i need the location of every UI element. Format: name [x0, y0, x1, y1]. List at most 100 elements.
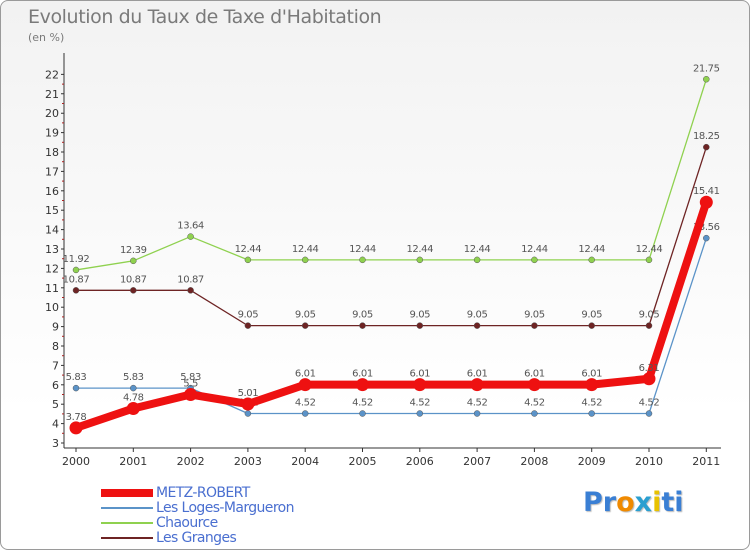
- chart-title: Evolution du Taux de Taxe d'Habitation: [28, 6, 382, 28]
- data-point-les-granges: [130, 287, 137, 294]
- data-label-metz-robert: 6.31: [639, 363, 660, 374]
- data-label-les-loges-margueron: 5.83: [66, 372, 87, 383]
- data-point-chaource: [588, 256, 595, 264]
- series-line-les-loges-margueron: [75, 237, 707, 415]
- data-label-les-granges: 9.05: [524, 310, 545, 321]
- data-label-les-loges-margueron: 5.83: [123, 372, 144, 383]
- data-label-metz-robert: 5.5: [183, 379, 198, 390]
- x-tick-label: 2010: [635, 455, 663, 468]
- unit-label: (en %): [28, 31, 65, 44]
- y-tick-label: 18: [45, 146, 59, 159]
- data-label-les-granges: 9.05: [467, 310, 488, 321]
- data-label-les-granges: 10.87: [177, 274, 204, 285]
- x-tick-label: 2003: [234, 455, 262, 468]
- data-label-les-granges: 9.05: [238, 310, 259, 321]
- data-point-metz-robert: [699, 195, 713, 209]
- data-label-chaource: 12.44: [578, 244, 605, 255]
- y-tick-label: 3: [52, 437, 59, 450]
- data-point-chaource: [301, 256, 309, 264]
- legend-swatch: [101, 489, 153, 497]
- series-line-metz-robert: [72, 198, 711, 432]
- y-tick-label: 21: [45, 88, 59, 101]
- y-tick-label: 5: [52, 398, 59, 411]
- y-tick-label: 17: [45, 165, 59, 178]
- y-tick-label: 22: [45, 68, 59, 81]
- x-tick-label: 2006: [406, 455, 434, 468]
- data-point-les-loges-margueron: [588, 410, 595, 417]
- y-tick-label: 4: [52, 418, 59, 431]
- data-point-les-granges: [187, 287, 194, 294]
- x-tick-label: 2011: [692, 455, 720, 468]
- legend-swatch: [101, 522, 153, 524]
- data-point-metz-robert: [585, 378, 599, 392]
- data-point-les-loges-margueron: [531, 410, 538, 417]
- series-line-chaource: [75, 78, 707, 271]
- legend-swatch: [101, 507, 153, 509]
- data-point-les-loges-margueron: [645, 410, 653, 417]
- data-point-chaource: [531, 256, 538, 264]
- brand-logo-part: o: [616, 487, 635, 518]
- data-label-les-loges-margueron: 13.56: [693, 222, 720, 233]
- x-tick-label: 2007: [463, 455, 491, 468]
- data-label-les-granges: 9.05: [639, 310, 660, 321]
- brand-logo-part: x: [634, 487, 653, 518]
- data-label-chaource: 12.44: [349, 244, 376, 255]
- data-point-chaource: [72, 266, 80, 274]
- y-tick-label: 13: [45, 243, 59, 256]
- data-label-chaource: 11.92: [63, 254, 90, 265]
- data-point-chaource: [359, 256, 366, 264]
- legend-label: METZ-ROBERT: [156, 485, 250, 501]
- y-tick-label: 9: [52, 321, 59, 334]
- y-tick-label: 11: [45, 282, 59, 295]
- y-tick-label: 19: [45, 127, 59, 140]
- data-point-metz-robert: [527, 378, 541, 392]
- x-tick-label: 2004: [291, 455, 319, 468]
- data-label-chaource: 12.44: [636, 244, 663, 255]
- data-label-chaource: 12.44: [521, 244, 548, 255]
- legend-swatch: [101, 537, 153, 539]
- y-tick-label: 7: [52, 359, 59, 372]
- brand-logo-part: i: [652, 487, 662, 518]
- data-label-les-loges-margueron: 4.52: [581, 398, 602, 409]
- data-label-chaource: 21.75: [693, 63, 720, 74]
- y-tick-label: 8: [52, 340, 59, 353]
- series-line-les-granges: [75, 146, 707, 327]
- data-point-les-granges: [301, 322, 309, 329]
- data-label-chaource: 12.44: [235, 244, 262, 255]
- brand-logo: Proxiti: [583, 487, 684, 518]
- data-point-metz-robert: [184, 388, 198, 401]
- data-point-chaource: [645, 256, 653, 264]
- data-point-chaource: [703, 76, 710, 83]
- data-label-les-loges-margueron: 4.52: [467, 398, 488, 409]
- data-label-les-granges: 9.05: [352, 310, 373, 321]
- data-point-les-granges: [473, 322, 481, 329]
- data-label-metz-robert: 4.78: [123, 392, 144, 403]
- data-label-les-loges-margueron: 5.83: [180, 372, 201, 383]
- brand-logo-part: Pr: [583, 487, 617, 518]
- data-point-metz-robert: [642, 372, 656, 386]
- y-tick-label: 14: [45, 224, 59, 237]
- data-label-les-loges-margueron: 4.52: [352, 398, 373, 409]
- data-label-les-granges: 10.87: [120, 274, 147, 285]
- data-label-chaource: 13.64: [177, 221, 204, 232]
- y-tick-label: 16: [45, 185, 59, 198]
- data-label-les-granges: 18.25: [693, 131, 720, 142]
- data-point-les-granges: [244, 322, 252, 329]
- y-tick-label: 10: [45, 301, 59, 314]
- x-tick-label: 2008: [520, 455, 548, 468]
- data-label-chaource: 12.44: [292, 244, 319, 255]
- data-label-les-granges: 10.87: [63, 274, 90, 285]
- data-point-les-granges: [645, 322, 653, 329]
- data-point-les-granges: [72, 287, 80, 294]
- y-tick-label: 15: [45, 204, 59, 217]
- x-tick-label: 2009: [578, 455, 606, 468]
- data-label-les-granges: 9.05: [295, 310, 316, 321]
- legend-label: Les Granges: [156, 530, 237, 546]
- data-point-les-loges-margueron: [359, 410, 366, 417]
- data-label-les-granges: 9.05: [409, 310, 430, 321]
- brand-logo-part: ti: [661, 487, 684, 518]
- data-label-chaource: 12.44: [406, 244, 433, 255]
- data-label-metz-robert: 5.01: [238, 388, 259, 399]
- data-point-metz-robert: [356, 378, 369, 392]
